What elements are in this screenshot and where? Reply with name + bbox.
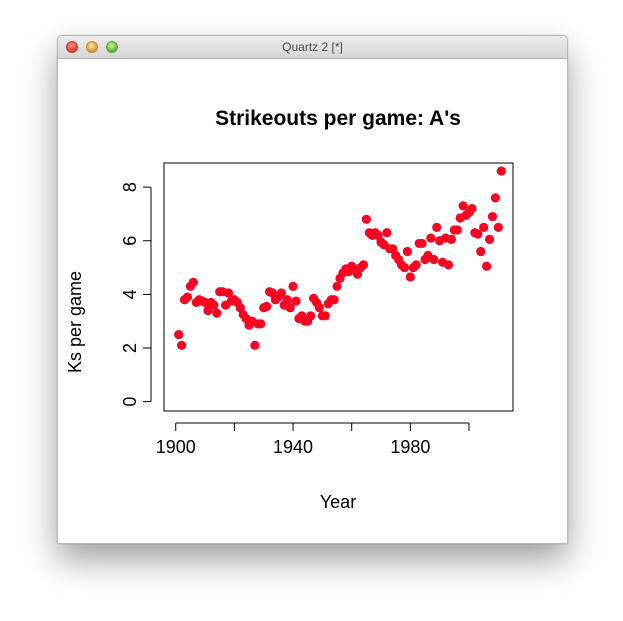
data-point [476, 246, 486, 257]
data-point [490, 193, 501, 203]
data-point [314, 303, 325, 313]
data-point [402, 246, 413, 257]
data-point [262, 301, 272, 312]
x-tick-label: 1980 [390, 437, 430, 457]
data-point [405, 272, 415, 282]
zoom-button[interactable] [106, 41, 118, 53]
data-points [174, 166, 506, 350]
data-point [282, 295, 292, 305]
data-point [432, 222, 442, 232]
data-point [332, 281, 342, 291]
data-point [256, 319, 266, 329]
x-axis: 1900 1940 1980 [156, 422, 470, 457]
data-point [479, 222, 489, 232]
data-point [493, 222, 503, 232]
data-point [174, 329, 184, 340]
data-point [188, 277, 198, 287]
y-tick-label: 2 [120, 343, 140, 353]
y-axis-label: Ks per game [65, 271, 85, 373]
chart-title: Strikeouts per game: A's [215, 107, 461, 130]
data-point [487, 212, 498, 222]
minimize-button[interactable] [86, 41, 98, 53]
data-point [458, 201, 468, 211]
data-point [446, 234, 457, 245]
data-point [285, 303, 295, 313]
x-tick-label: 1900 [156, 437, 196, 457]
y-tick-label: 8 [120, 182, 140, 192]
data-point [399, 262, 410, 273]
data-point [411, 260, 421, 270]
data-point [182, 292, 193, 302]
data-point [429, 254, 439, 265]
data-point [426, 233, 436, 243]
y-tick-label: 0 [120, 397, 140, 407]
data-point [484, 234, 495, 245]
data-point [452, 225, 462, 235]
scatter-plot: Strikeouts per game: A's 1900 1940 1980 0 2… [65, 107, 514, 512]
data-point [209, 300, 219, 310]
data-point [417, 238, 427, 249]
quartz-window: Quartz 2 [*] Strikeouts per game: A's 19… [57, 35, 568, 544]
data-point [291, 296, 301, 306]
data-point [382, 228, 392, 238]
data-point [176, 340, 187, 350]
data-point [443, 260, 454, 270]
y-axis: 0 2 4 6 8 [120, 182, 152, 407]
data-point [288, 281, 298, 291]
data-point [276, 288, 286, 298]
window-title: Quartz 2 [*] [282, 40, 343, 54]
data-point [473, 229, 483, 239]
data-point [306, 311, 316, 321]
data-point [358, 260, 369, 270]
y-tick-label: 4 [120, 289, 140, 299]
data-point [203, 305, 213, 316]
data-point [212, 308, 222, 318]
x-tick-label: 1940 [273, 437, 313, 457]
data-point [496, 166, 506, 176]
data-point [482, 261, 492, 271]
data-point [467, 203, 477, 214]
data-point [329, 295, 339, 305]
data-point [223, 288, 234, 298]
data-point [361, 214, 371, 224]
data-point [250, 340, 260, 350]
y-tick-label: 6 [120, 236, 140, 246]
plot-frame [163, 162, 514, 412]
title-bar[interactable]: Quartz 2 [*] [58, 36, 567, 59]
close-button[interactable] [66, 41, 78, 53]
data-point [320, 311, 330, 321]
x-axis-label: Year [320, 492, 356, 512]
